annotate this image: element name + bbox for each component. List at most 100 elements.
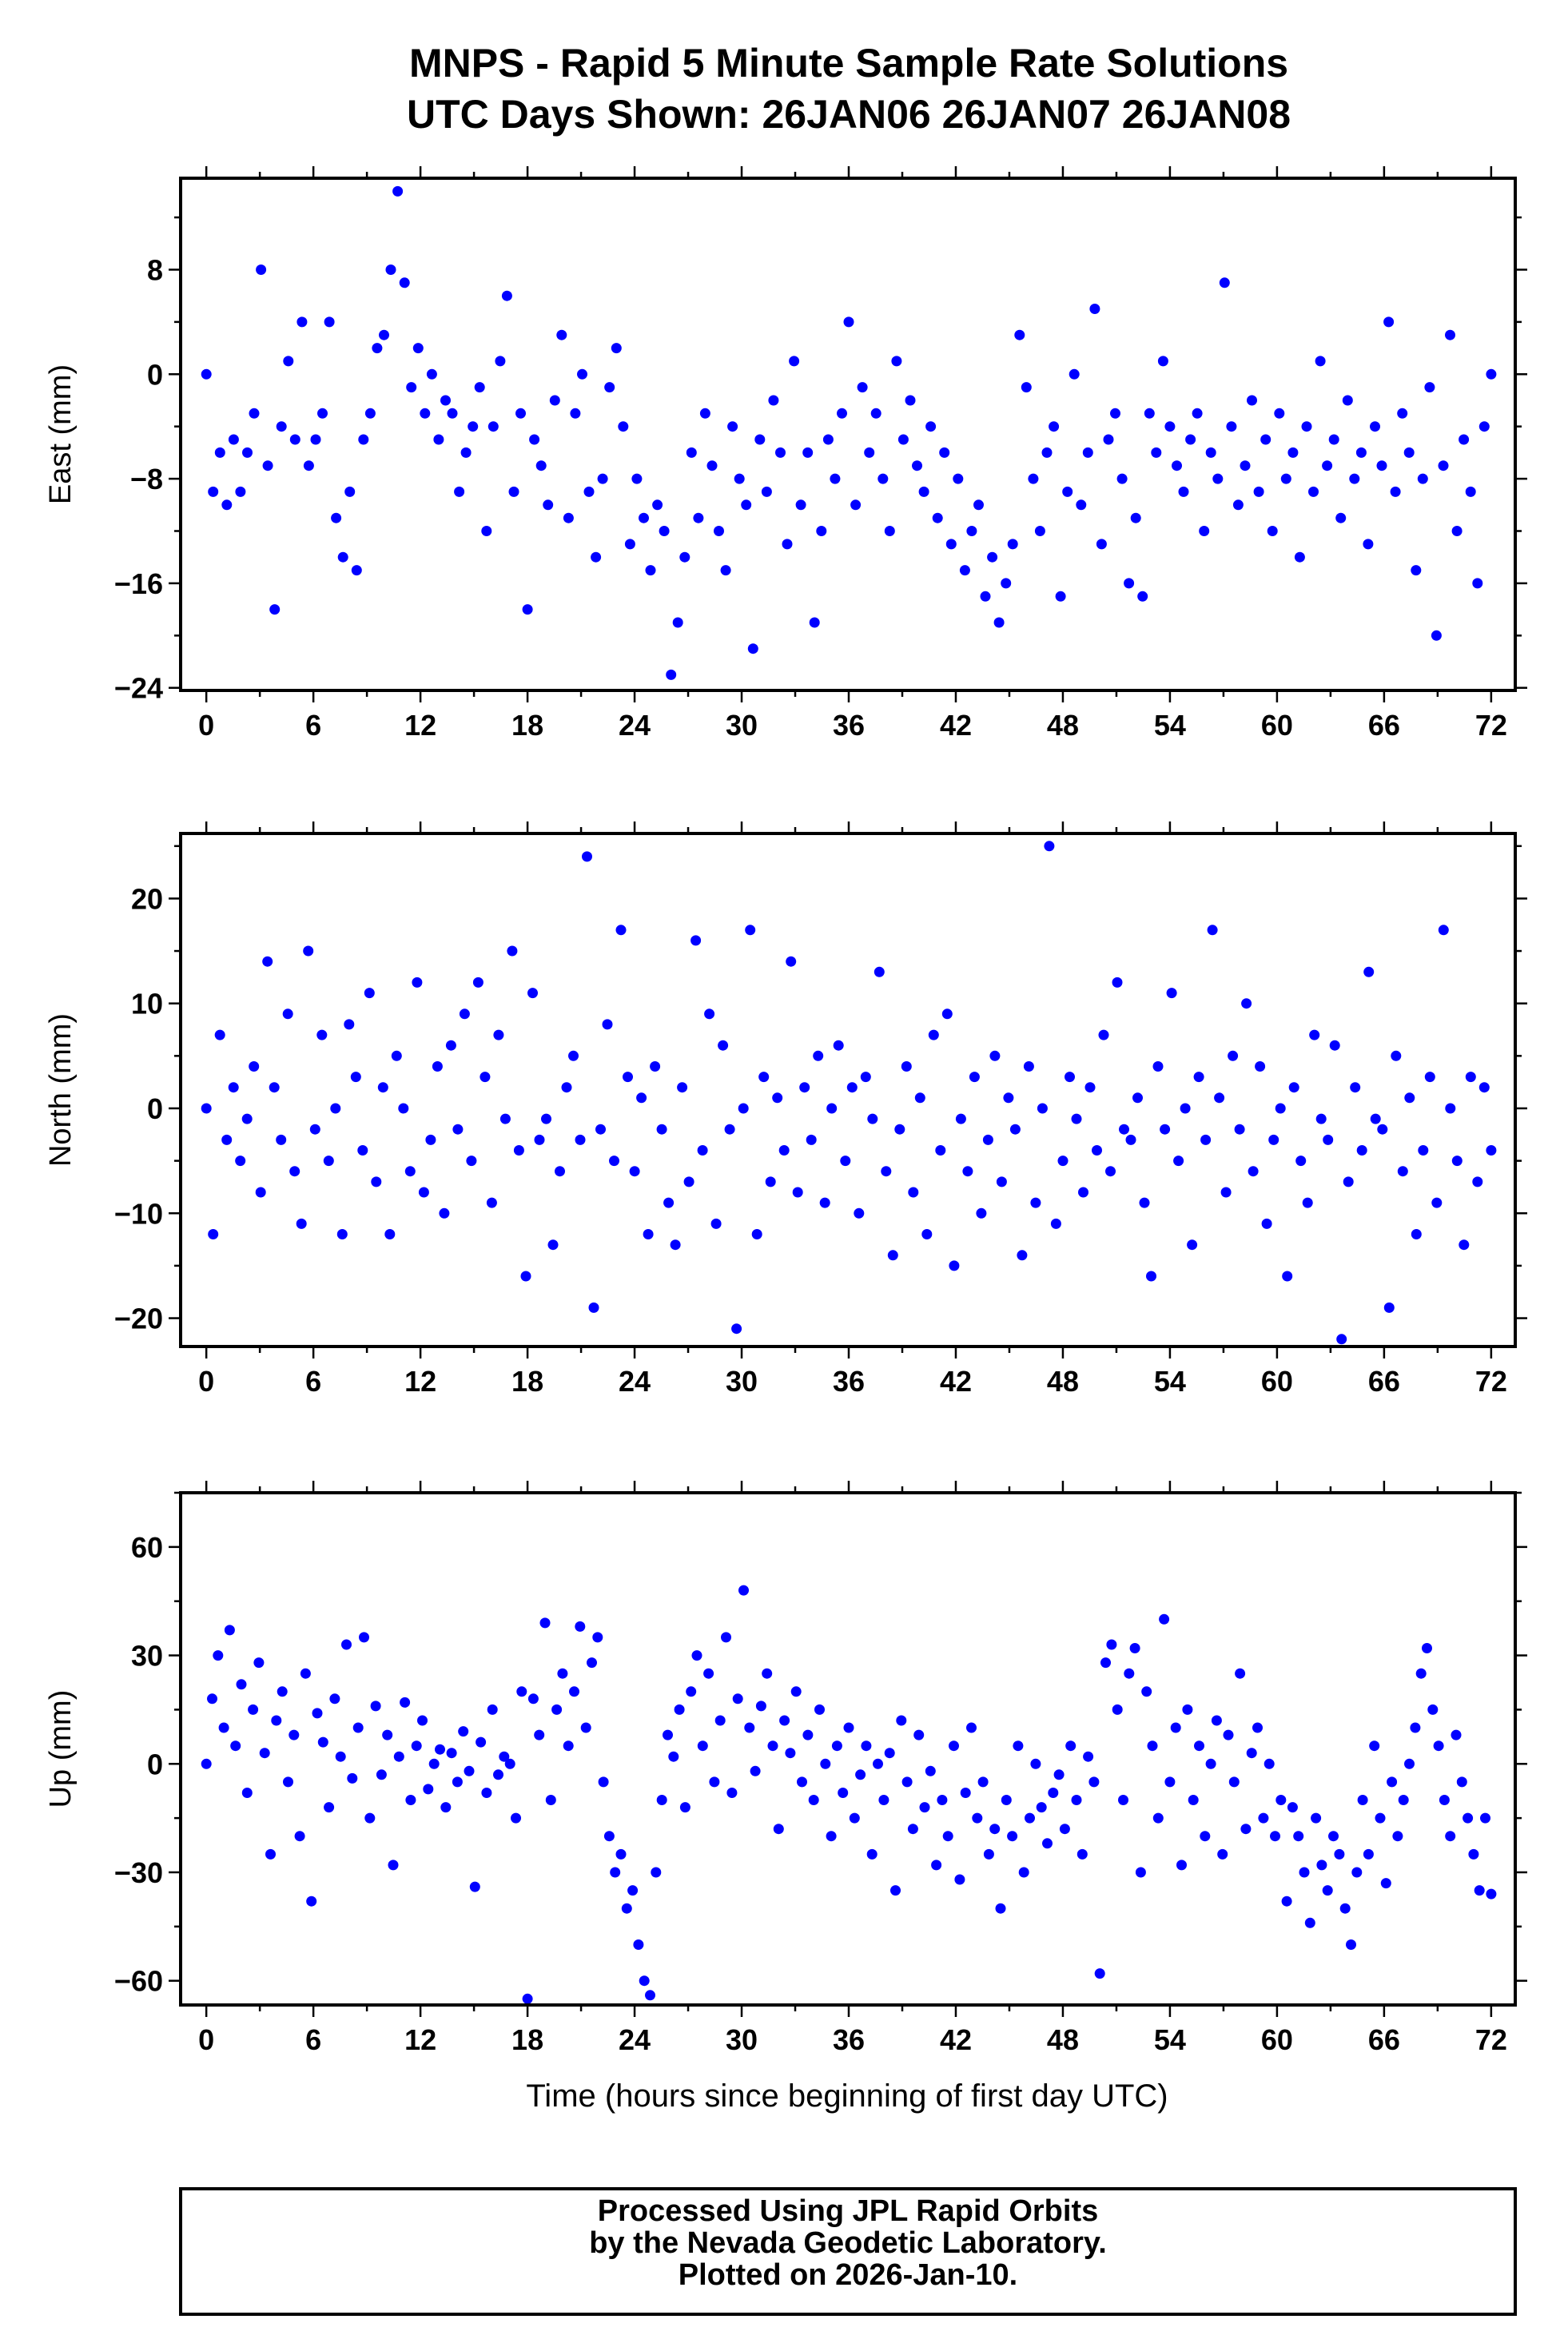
data-point <box>1059 1824 1070 1835</box>
data-point <box>1178 486 1189 497</box>
data-point <box>962 1166 973 1177</box>
x-tick-label: 72 <box>1475 1365 1507 1398</box>
data-point <box>527 988 538 999</box>
data-point <box>814 1704 825 1715</box>
data-point <box>1343 1176 1354 1187</box>
data-point <box>790 1686 802 1697</box>
data-point <box>1062 486 1073 497</box>
data-point <box>487 1704 498 1715</box>
data-point <box>813 1050 824 1061</box>
data-point <box>310 434 321 445</box>
data-point <box>738 1103 749 1114</box>
data-point <box>336 1229 348 1239</box>
data-point <box>1037 1103 1048 1114</box>
y-tick-label: −8 <box>130 463 163 495</box>
data-point <box>529 434 540 445</box>
data-point <box>645 565 656 576</box>
data-point <box>352 1722 364 1733</box>
data-point <box>1363 966 1375 977</box>
data-point <box>1404 1092 1415 1104</box>
data-point <box>633 1939 644 1950</box>
data-point <box>618 421 629 432</box>
data-point <box>1351 1867 1363 1878</box>
data-point <box>300 1668 311 1679</box>
data-point <box>241 1788 253 1798</box>
data-point <box>364 1812 376 1824</box>
data-point <box>1192 408 1203 419</box>
y-tick-label: 0 <box>147 1092 163 1125</box>
data-point <box>1468 1848 1479 1860</box>
data-point <box>1427 1704 1439 1715</box>
data-point <box>255 1187 266 1198</box>
data-point <box>744 1722 755 1733</box>
data-point <box>718 1040 729 1051</box>
x-tick-label: 0 <box>198 2023 214 2056</box>
data-point <box>1170 1722 1181 1733</box>
data-point <box>347 1772 358 1784</box>
x-tick-label: 36 <box>833 709 865 742</box>
data-point <box>745 925 756 936</box>
data-point <box>1048 1788 1059 1798</box>
data-point <box>1193 1072 1204 1083</box>
data-point <box>1053 1769 1065 1780</box>
data-point <box>1050 1218 1061 1229</box>
y-tick-label: 0 <box>147 358 163 391</box>
x-tick-label: 6 <box>305 709 321 742</box>
data-point <box>1125 1134 1136 1145</box>
data-point <box>870 408 882 419</box>
data-point <box>1112 977 1123 988</box>
data-point <box>1377 1124 1388 1135</box>
x-tick-label: 42 <box>940 2023 972 2056</box>
data-point <box>972 1812 983 1824</box>
data-point <box>1438 460 1449 471</box>
data-point <box>1232 499 1244 511</box>
data-point <box>714 1715 726 1726</box>
data-point <box>639 1975 650 1987</box>
data-point <box>1422 1643 1432 1653</box>
data-point <box>1322 460 1333 471</box>
panel-east: 0 6 12 18 24 30 36 42 48 54 60 66 72 8 0 −8 −16 −24 East (… <box>44 166 1527 742</box>
data-point <box>1370 421 1380 432</box>
data-point <box>873 1758 883 1769</box>
data-point <box>1103 434 1114 445</box>
data-point <box>939 447 950 458</box>
data-point <box>539 1617 551 1629</box>
data-point <box>896 1715 907 1726</box>
data-point <box>703 1668 714 1679</box>
data-point <box>547 1239 559 1251</box>
data-point <box>1017 1250 1028 1261</box>
data-point <box>221 1134 233 1145</box>
data-point <box>1478 421 1490 432</box>
data-point <box>697 1145 708 1156</box>
data-point <box>543 499 554 511</box>
data-point <box>819 1197 830 1208</box>
data-point <box>241 1113 253 1124</box>
data-point <box>727 421 738 432</box>
data-point <box>1411 1229 1422 1239</box>
data-point <box>651 1867 662 1878</box>
data-point <box>580 1722 591 1733</box>
x-tick-label: 6 <box>305 2023 321 2056</box>
data-point <box>762 1668 773 1679</box>
data-point <box>1288 1082 1299 1093</box>
data-point <box>384 1229 396 1239</box>
data-point <box>1459 1239 1470 1251</box>
x-tick-label: 72 <box>1475 709 1507 742</box>
data-point <box>1234 1124 1245 1135</box>
data-point <box>1248 1166 1259 1177</box>
data-point <box>469 1881 480 1892</box>
data-point <box>765 1176 776 1187</box>
data-point <box>1065 1740 1077 1752</box>
data-point <box>761 486 772 497</box>
data-point <box>1219 277 1230 288</box>
data-point <box>372 343 383 354</box>
data-point <box>897 434 909 445</box>
data-point <box>1383 1302 1395 1313</box>
data-point <box>507 945 518 957</box>
data-point <box>710 1218 722 1229</box>
data-point <box>1370 1113 1381 1124</box>
data-point <box>1228 1776 1240 1788</box>
data-point <box>785 1748 796 1759</box>
data-point <box>534 1729 545 1740</box>
data-point <box>595 1124 606 1135</box>
